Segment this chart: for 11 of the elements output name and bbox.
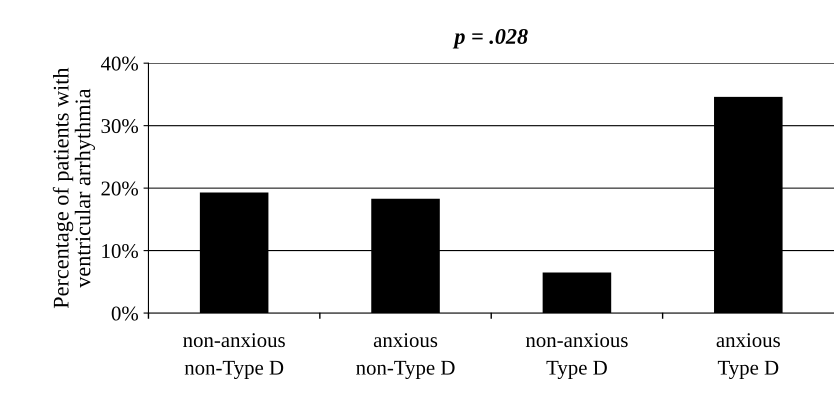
x-tick-label: non-anxious Type D [526, 333, 628, 380]
y-tick-label: 30% [102, 119, 138, 134]
y-tick-label: 20% [101, 181, 138, 196]
y-tick-label: 10% [102, 244, 138, 258]
x-tick-label: anxious Type D [716, 333, 780, 380]
y-tick-label: 40% [100, 56, 138, 71]
y-axis-title: Percentage of patients with ventricular arrhythmia [52, 68, 95, 308]
x-tick-label: anxious non-Type D [356, 333, 455, 380]
y-tick-label: 0% [112, 306, 138, 321]
x-tick-label: non-anxious non-Type D [183, 333, 285, 380]
chart-title: p = .028 [452, 28, 528, 48]
